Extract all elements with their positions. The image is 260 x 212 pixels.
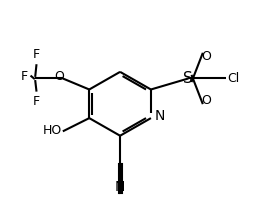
Text: O: O (201, 94, 211, 107)
Text: N: N (115, 180, 125, 194)
Text: O: O (54, 70, 64, 83)
Text: F: F (33, 95, 40, 108)
Text: HO: HO (42, 124, 62, 137)
Text: Cl: Cl (228, 72, 240, 85)
Text: O: O (201, 50, 211, 63)
Text: S: S (184, 71, 193, 86)
Text: F: F (33, 48, 40, 61)
Text: N: N (154, 109, 165, 123)
Text: F: F (21, 70, 28, 83)
